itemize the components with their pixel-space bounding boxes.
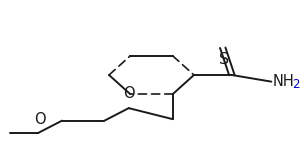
Text: NH: NH xyxy=(273,74,294,89)
Text: O: O xyxy=(34,112,46,127)
Text: O: O xyxy=(123,87,135,102)
Text: S: S xyxy=(219,52,229,67)
Text: 2: 2 xyxy=(292,78,299,91)
